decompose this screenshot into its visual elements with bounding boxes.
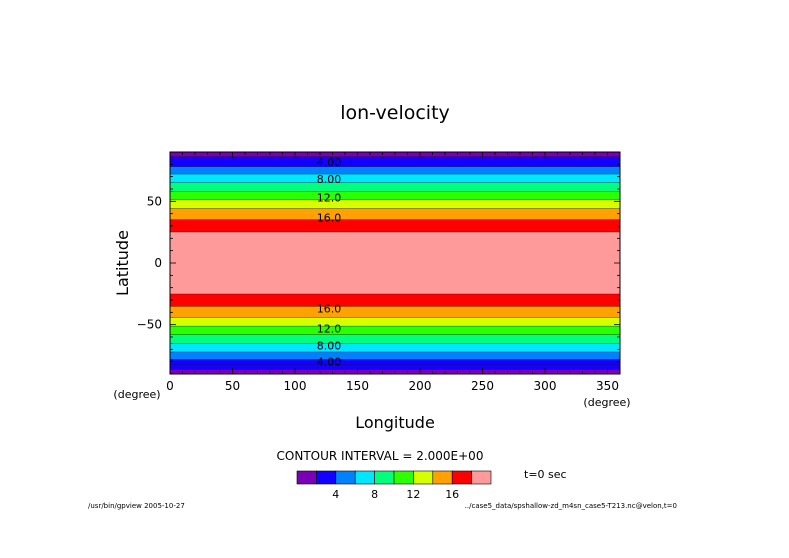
colorbar-swatch (354, 470, 375, 485)
colorbar-label: 8 (371, 488, 378, 501)
x-tick-label: 300 (534, 379, 557, 393)
colorbar-label: 12 (406, 488, 420, 501)
contour-band (170, 334, 620, 344)
contour-band (170, 182, 620, 192)
contour-band (170, 343, 620, 352)
contour-band (170, 232, 620, 263)
contour-labels: 4.00 8.00 12.0 16.0 16.0 12.0 8.00 4.00 (317, 156, 342, 369)
contour-interval-text: CONTOUR INTERVAL = 2.000E+00 (277, 449, 484, 463)
colorbar-swatch (296, 470, 317, 485)
footer-right: ../case5_data/spshallow-zd_m4sn_case5-T2… (465, 502, 677, 510)
y-axis-label: Latitude (113, 230, 132, 296)
x-tick-label: 0 (166, 379, 174, 393)
colorbar-swatch (335, 470, 356, 485)
colorbar-swatch (374, 470, 395, 485)
contour-band (170, 219, 620, 233)
x-tick-label: 150 (346, 379, 369, 393)
contour-label: 4.00 (317, 356, 342, 369)
contour-band (170, 263, 620, 294)
colorbar-swatch (471, 470, 492, 485)
contour-band (170, 208, 620, 220)
colorbar-swatch (393, 470, 414, 485)
colorbar-label: 4 (332, 488, 339, 501)
contour-label: 16.0 (317, 211, 342, 224)
colorbar-swatch (451, 470, 472, 485)
contour-band (170, 166, 620, 175)
contour-band (170, 156, 620, 162)
contour-bands (170, 152, 620, 374)
x-tick-label: 350 (596, 379, 619, 393)
x-tick-label: 250 (471, 379, 494, 393)
colorbar-label: 16 (445, 488, 459, 501)
contour-band (170, 306, 620, 318)
colorbar-swatch (413, 470, 434, 485)
y-axis-unit: (degree) (113, 388, 160, 401)
x-tick-label: 200 (409, 379, 432, 393)
contour-band (170, 161, 620, 167)
contour-band (170, 359, 620, 365)
y-tick-label: 50 (147, 194, 162, 208)
x-axis-ticks: 0 50 100 150 200 250 300 350 (166, 152, 621, 393)
contour-label: 8.00 (317, 173, 342, 186)
contour-label: 12.0 (317, 322, 342, 335)
contour-label: 12.0 (317, 192, 342, 205)
contour-band (170, 317, 620, 326)
contour-band (170, 200, 620, 209)
contour-band (170, 325, 620, 335)
colorbar-swatch (316, 470, 337, 485)
footer-left: /usr/bin/gpview 2005-10-27 (88, 502, 185, 510)
x-tick-label: 100 (284, 379, 307, 393)
chart-title: lon-velocity (340, 102, 450, 124)
y-axis-ticks: −50 0 50 (137, 151, 620, 375)
x-axis-label: Longitude (355, 413, 435, 432)
contour-label: 4.00 (317, 156, 342, 169)
x-tick-label: 50 (225, 379, 240, 393)
contour-label: 16.0 (317, 303, 342, 316)
colorbar: 4 8 12 16 (296, 470, 492, 501)
x-axis-unit: (degree) (583, 396, 630, 409)
y-tick-label: −50 (137, 318, 162, 332)
contour-band (170, 174, 620, 183)
contour-band (170, 364, 620, 370)
time-text: t=0 sec (524, 468, 567, 481)
contour-band (170, 351, 620, 360)
contour-band (170, 191, 620, 201)
y-tick-label: 0 (154, 256, 162, 270)
contour-band (170, 293, 620, 307)
contour-label: 8.00 (317, 340, 342, 353)
colorbar-swatch (432, 470, 453, 485)
